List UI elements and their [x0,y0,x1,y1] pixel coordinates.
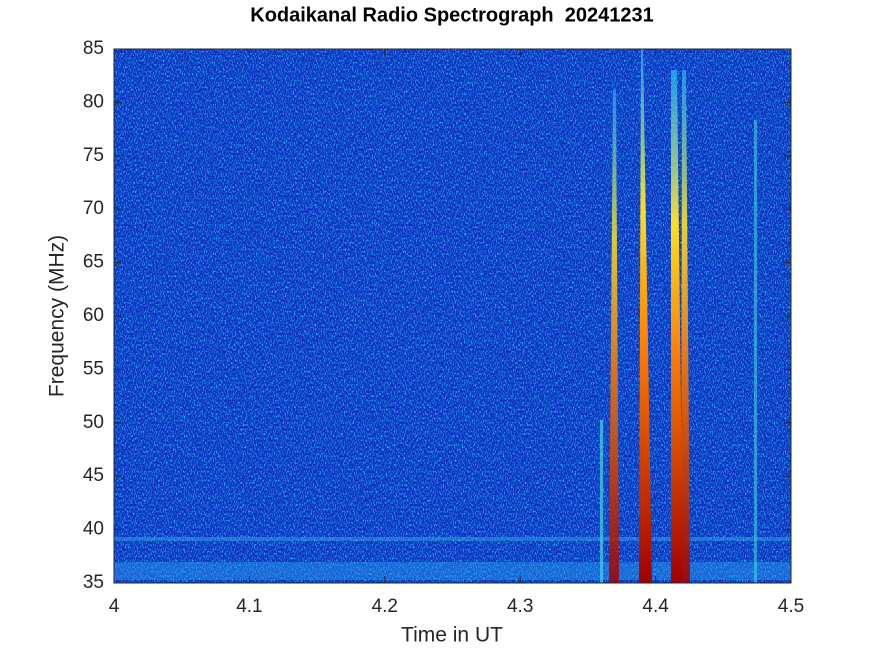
y-tick-label: 85 [83,38,104,59]
burst [600,420,603,583]
x-axis-label: Time in UT [401,624,503,647]
y-tick-label: 65 [83,252,104,273]
noise [114,49,791,583]
burst [681,70,690,583]
y-tick-label: 35 [83,572,104,593]
x-tick-label: 4.1 [236,596,262,617]
y-tick-label: 80 [83,91,104,112]
y-tick-label: 60 [83,305,104,326]
y-axis-label: Frequency (MHz) [46,235,69,397]
x-tick-label: 4 [109,596,120,617]
burst [754,120,757,583]
x-tick-label: 4.5 [778,596,804,617]
spectrogram-image [114,49,791,583]
y-tick-label: 55 [83,358,104,379]
y-tick-label: 40 [83,519,104,540]
x-tick-label: 4.4 [642,596,669,617]
burst [639,49,652,583]
burst [671,70,683,583]
low-band [114,537,791,541]
y-tick-label: 50 [83,412,104,433]
chart-title: Kodaikanal Radio Spectrograph 20241231 [250,4,654,26]
x-tick-label: 4.2 [372,596,398,617]
x-tick-label: 4.3 [507,596,533,617]
low-band [114,562,791,580]
y-tick-label: 75 [83,145,104,166]
y-tick-label: 45 [83,465,104,486]
y-tick-label: 70 [83,198,104,219]
burst [609,90,619,583]
